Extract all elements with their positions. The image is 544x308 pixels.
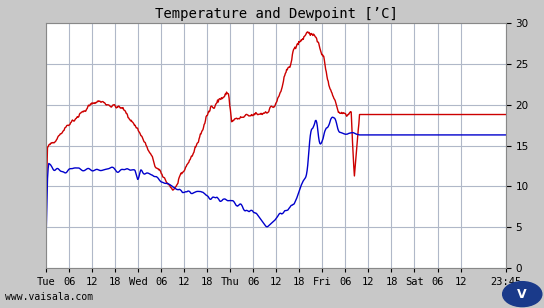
Title: Temperature and Dewpoint [’C]: Temperature and Dewpoint [’C] [154,6,398,21]
Text: V: V [517,288,527,301]
Text: www.vaisala.com: www.vaisala.com [5,292,94,302]
Circle shape [503,282,542,307]
